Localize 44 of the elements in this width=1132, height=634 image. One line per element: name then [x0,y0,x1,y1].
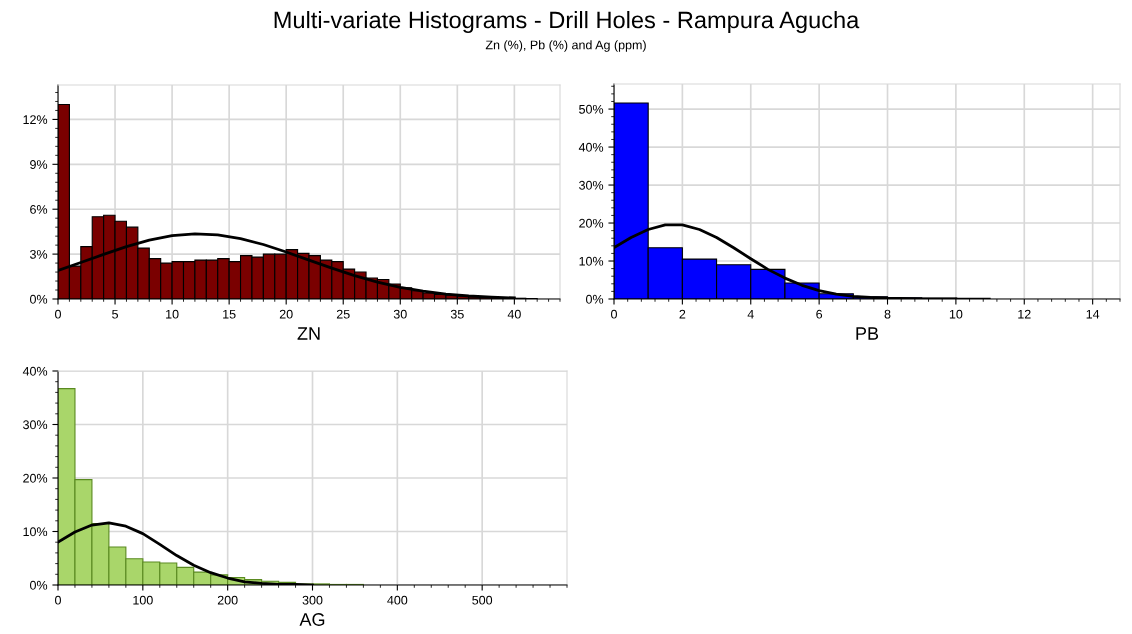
x-tick-label: 40 [507,309,521,319]
x-tick-label: 0 [55,309,61,319]
y-tick-label: 12% [23,115,48,125]
x-tick-label: 12 [1018,309,1031,319]
y-tick-label: 30% [579,180,604,190]
x-axis-title: PB [856,327,879,340]
y-tick-label: 20% [23,473,48,483]
x-tick-label: 6 [816,309,823,319]
x-tick-label: 15 [223,309,236,319]
x-tick-label: 0 [55,595,61,605]
x-tick-label: 25 [336,309,350,319]
y-tick-label: 3% [29,249,48,259]
x-tick-label: 2 [679,309,686,319]
y-tick-label: 50% [579,104,604,114]
x-tick-label: 10 [949,309,963,319]
x-tick-label: 4 [747,309,754,319]
x-tick-label: 35 [450,309,464,319]
y-tick-label: 10% [23,527,48,537]
y-tick-label: 40% [22,366,48,376]
x-tick-label: 30 [393,309,407,319]
x-axis-title: AG [299,613,325,626]
x-tick-label: 10 [166,309,179,319]
y-tick-label: 0% [30,580,48,590]
x-tick-label: 400 [387,595,408,605]
x-tick-label: 0 [611,309,617,319]
x-tick-label: 200 [217,595,238,605]
x-tick-label: 14 [1086,309,1100,319]
y-tick-label: 20% [579,218,604,228]
x-tick-label: 500 [472,595,493,605]
y-tick-label: 9% [30,160,48,169]
y-tick-label: 30% [23,420,48,430]
x-axis-title: ZN [297,327,320,340]
x-tick-label: 100 [133,595,153,605]
x-tick-label: 20 [279,309,293,319]
chart-subtitle: Zn (%), Pb (%) and Ag (ppm) [485,40,646,52]
y-tick-label: 40% [578,142,604,152]
y-tick-label: 0% [586,294,604,304]
x-tick-label: 300 [302,595,323,605]
y-tick-label: 6% [30,205,48,214]
x-tick-label: 8 [884,309,891,319]
y-tick-label: 0% [30,294,48,304]
x-tick-label: 5 [112,309,118,319]
chart-title: Multi-variate Histograms - Drill Holes - Rampura Agucha [274,11,860,33]
y-tick-label: 10% [579,256,604,266]
